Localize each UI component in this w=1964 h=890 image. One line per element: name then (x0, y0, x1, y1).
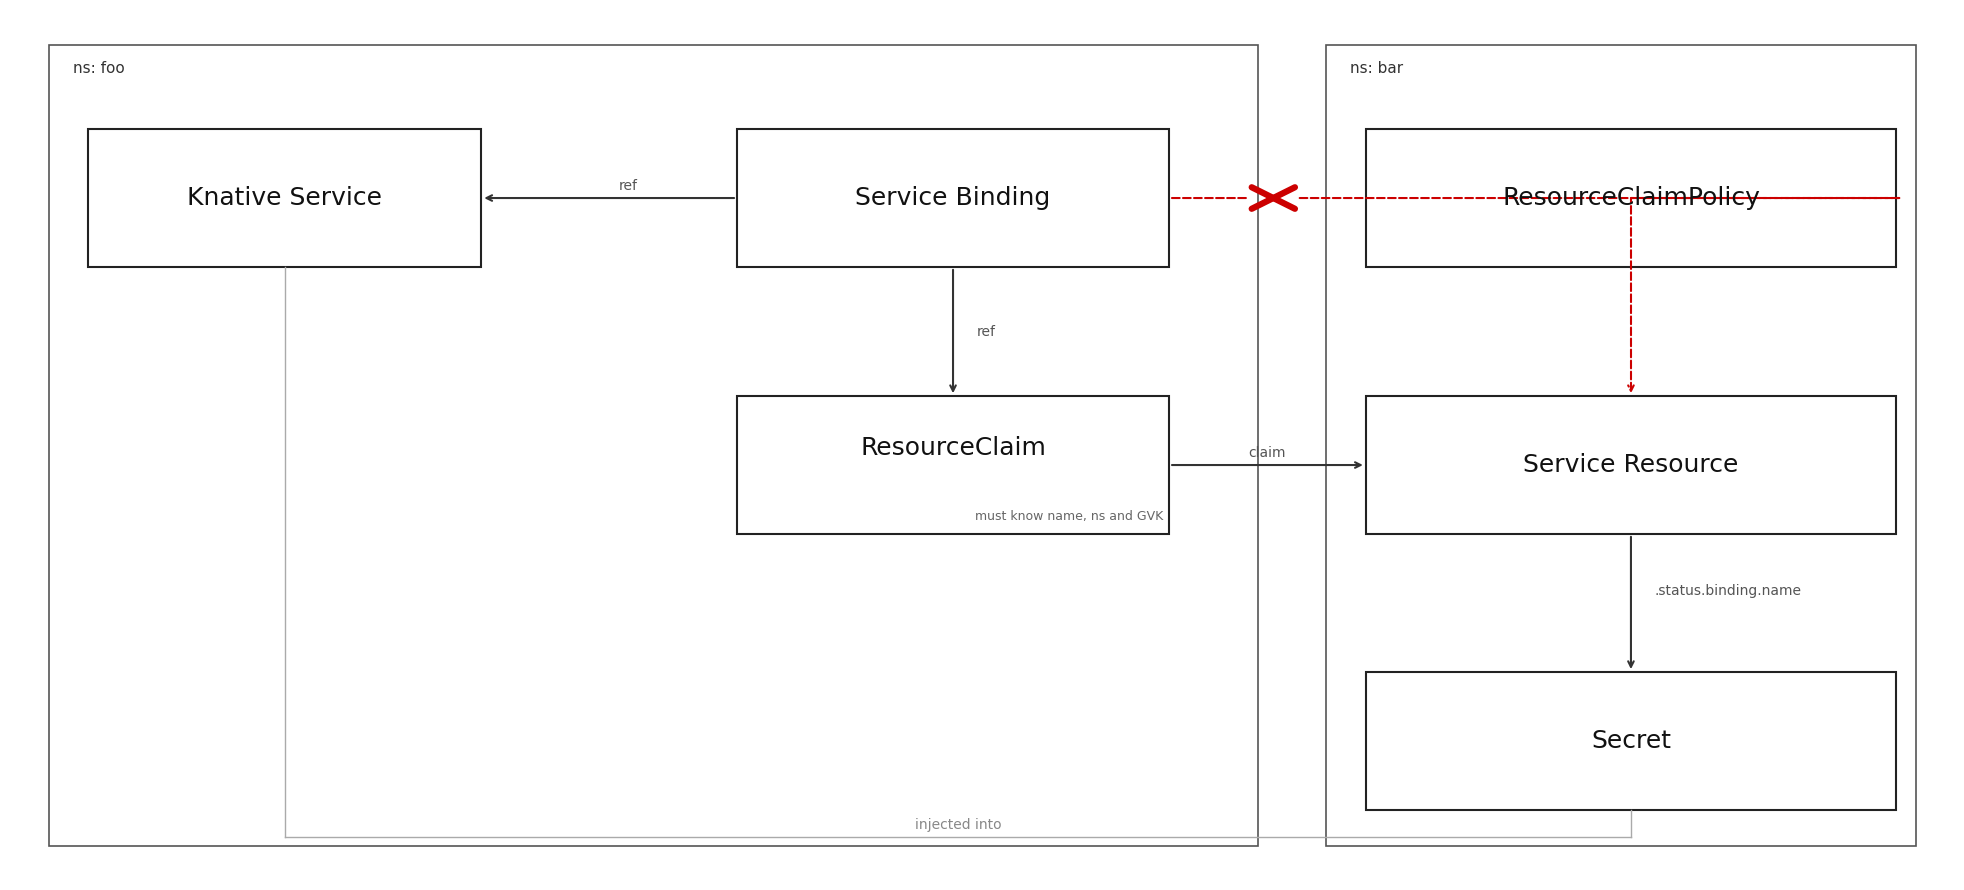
FancyBboxPatch shape (49, 44, 1257, 845)
Text: must know name, ns and GVK: must know name, ns and GVK (974, 510, 1163, 523)
Text: Secret: Secret (1591, 729, 1669, 753)
Text: claim: claim (1247, 446, 1286, 459)
FancyBboxPatch shape (736, 129, 1169, 267)
Text: ns: foo: ns: foo (73, 61, 124, 76)
Text: ref: ref (976, 325, 996, 338)
Text: ref: ref (619, 179, 638, 193)
Text: ResourceClaimPolicy: ResourceClaimPolicy (1500, 186, 1760, 210)
FancyBboxPatch shape (736, 396, 1169, 534)
Text: ns: bar: ns: bar (1349, 61, 1402, 76)
Text: Service Binding: Service Binding (854, 186, 1051, 210)
Text: Service Resource: Service Resource (1522, 453, 1738, 477)
Text: ResourceClaim: ResourceClaim (860, 436, 1045, 460)
FancyBboxPatch shape (1365, 129, 1895, 267)
FancyBboxPatch shape (1326, 44, 1915, 845)
FancyBboxPatch shape (1365, 396, 1895, 534)
FancyBboxPatch shape (88, 129, 481, 267)
Text: injected into: injected into (913, 818, 1002, 832)
Text: .status.binding.name: .status.binding.name (1654, 584, 1801, 598)
Text: Knative Service: Knative Service (187, 186, 383, 210)
FancyBboxPatch shape (1365, 672, 1895, 810)
